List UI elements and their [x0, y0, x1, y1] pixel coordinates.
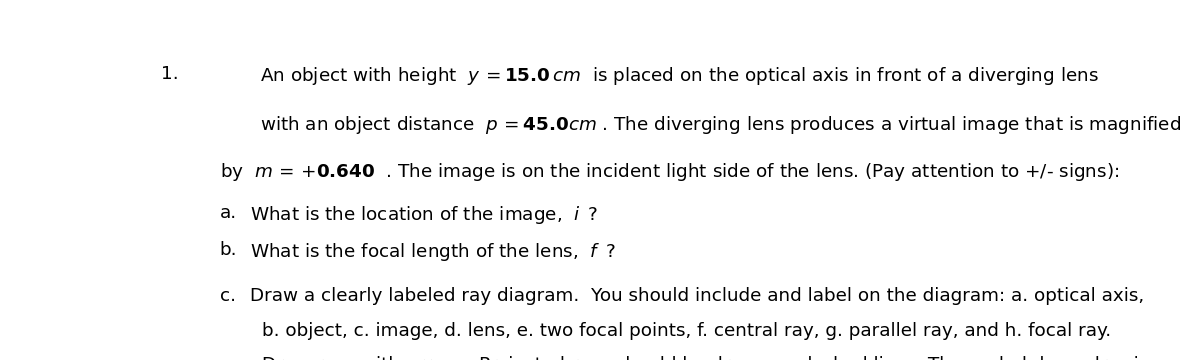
Text: What is the location of the image,  $i\,$ ?: What is the location of the image, $i\,$…	[251, 204, 599, 226]
Text: What is the focal length of the lens,  $f\,$ ?: What is the focal length of the lens, $f…	[251, 242, 616, 264]
Text: with an object distance  $p\,{=}$$\mathbf{45.0}$$\mathit{cm}$ . The diverging le: with an object distance $p\,{=}$$\mathbf…	[259, 114, 1181, 136]
Text: by  $m\,{=}\,{+}\mathbf{0.640}$  . The image is on the incident light side of th: by $m\,{=}\,{+}\mathbf{0.640}$ . The ima…	[220, 161, 1120, 183]
Text: Draw a clearly labeled ray diagram.  You should include and label on the diagram: Draw a clearly labeled ray diagram. You …	[251, 287, 1145, 305]
Text: An object with height  $y\,{=}$$\mathbf{15.0}$$\,\mathit{cm}$  is placed on the : An object with height $y\,{=}$$\mathbf{1…	[259, 66, 1098, 87]
Text: a.: a.	[220, 204, 236, 222]
Text: 1.: 1.	[161, 66, 179, 84]
Text: c.: c.	[220, 287, 235, 305]
Text: b. object, c. image, d. lens, e. two focal points, f. central ray, g. parallel r: b. object, c. image, d. lens, e. two foc…	[262, 322, 1111, 340]
Text: b.: b.	[220, 242, 238, 260]
Text: Draw rays with arrows. Projected rays should be drawn as dashed lines. The scale: Draw rays with arrows. Projected rays sh…	[262, 356, 1162, 360]
